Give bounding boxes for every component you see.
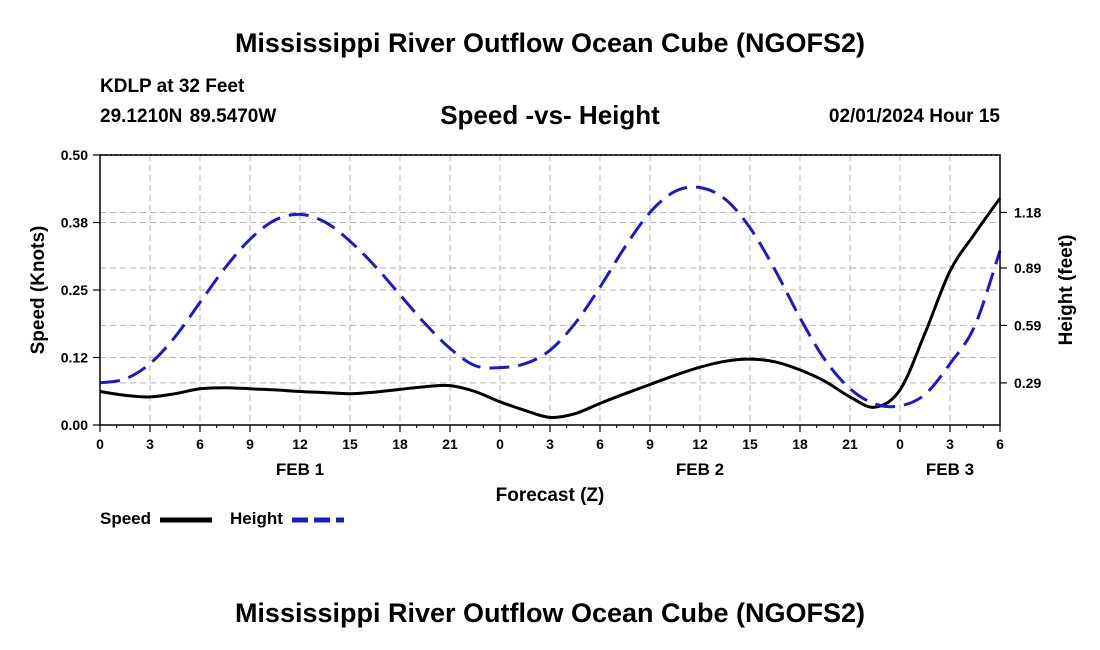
y2-tick-label: 0.59 — [1014, 317, 1041, 333]
x-tick-label: 9 — [246, 436, 254, 452]
day-label: FEB 3 — [926, 460, 974, 479]
x-tick-label: 0 — [896, 436, 904, 452]
grid-lines — [99, 154, 1001, 426]
y-tick-label: 0.50 — [61, 147, 88, 163]
chart-footer-title: Mississippi River Outflow Ocean Cube (NG… — [234, 598, 866, 628]
x-tick-label: 9 — [646, 436, 654, 452]
x-tick-label: 18 — [792, 436, 808, 452]
y2-tick-label: 0.89 — [1014, 260, 1041, 276]
x-tick-label: 3 — [946, 436, 954, 452]
y-tick-label: 0.12 — [61, 350, 88, 366]
x-tick-label: 12 — [692, 436, 708, 452]
day-label: FEB 2 — [676, 460, 724, 479]
x-tick-label: 6 — [196, 436, 204, 452]
chart-subtitle: Speed -vs- Height — [440, 100, 660, 130]
x-tick-label: 0 — [96, 436, 104, 452]
chart-main-title: Mississippi River Outflow Ocean Cube (NG… — [234, 28, 866, 58]
y-tick-label: 0.00 — [61, 417, 88, 433]
x-tick-label: 3 — [546, 436, 554, 452]
series-lines — [99, 185, 1002, 420]
y-tick-label: 0.25 — [61, 282, 88, 298]
x-tick-label: 3 — [146, 436, 154, 452]
y-axis-title: Speed (Knots) — [28, 226, 49, 355]
series-line-height — [99, 185, 1002, 409]
x-tick-label: 18 — [392, 436, 408, 452]
axes: 0 3 6 9 12 15 18 21 0 3 6 9 12 15 18 21 0 3 6 0.00 0.12 0.25 0… — [28, 147, 1077, 506]
station-label: KDLP at 32 Feet — [100, 76, 245, 97]
y2-axis-title: Height (feet) — [1056, 235, 1077, 346]
x-tick-label: 0 — [496, 436, 504, 452]
station-coordinates: 29.1210N 89.5470W — [100, 106, 277, 127]
legend-height-label: Height — [230, 509, 283, 528]
x-tick-label: 6 — [596, 436, 604, 452]
x-tick-label: 21 — [442, 436, 458, 452]
y2-tick-label: 1.18 — [1014, 204, 1041, 220]
x-tick-label: 21 — [842, 436, 858, 452]
x-tick-label: 15 — [342, 436, 358, 452]
y2-tick-label: 0.29 — [1014, 375, 1041, 391]
x-tick-label: 12 — [292, 436, 308, 452]
y-tick-label: 0.38 — [61, 215, 88, 231]
x-tick-label: 15 — [742, 436, 758, 452]
forecast-datetime: 02/01/2024 Hour 15 — [828, 106, 1000, 127]
x-tick-label: 6 — [996, 436, 1004, 452]
series-line-speed — [99, 197, 1002, 420]
legend-speed-label: Speed — [100, 509, 152, 528]
x-axis-title: Forecast (Z) — [496, 485, 605, 506]
day-label: FEB 1 — [276, 460, 324, 479]
